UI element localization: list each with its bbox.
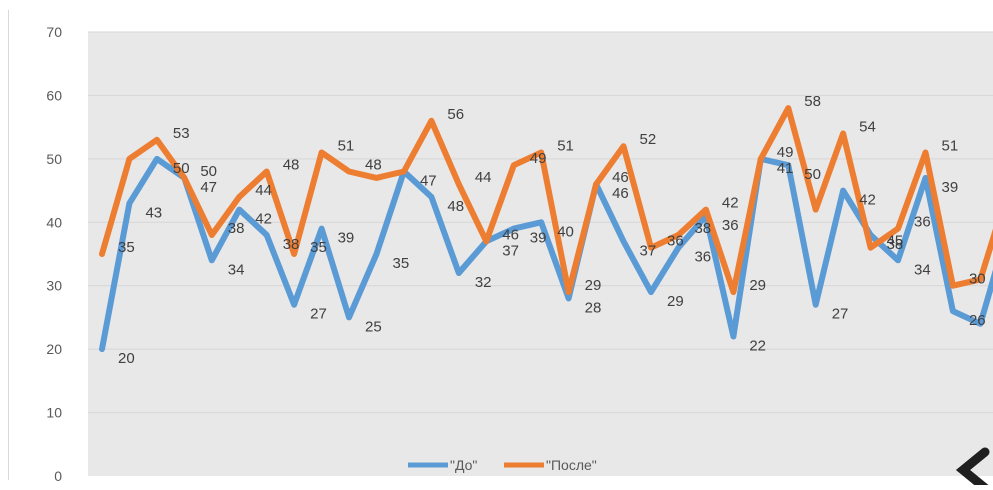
data-label-after: 51 — [557, 138, 574, 155]
data-label-before: 50 — [804, 166, 821, 183]
data-label-after: 45 — [887, 233, 904, 250]
data-label-after: 44 — [255, 182, 272, 199]
data-label-before: 27 — [832, 306, 849, 323]
y-tick-label: 40 — [46, 214, 62, 230]
data-label-after: 51 — [942, 138, 959, 155]
data-label-before: 40 — [557, 223, 574, 240]
legend: "До" "После" — [408, 457, 597, 473]
data-label-after: 49 — [777, 144, 794, 161]
data-label-before: 50 — [173, 160, 190, 177]
data-label-after: 50 — [200, 163, 217, 180]
data-label-after: 54 — [859, 118, 876, 135]
data-label-before: 32 — [475, 274, 492, 291]
legend-label: "После" — [546, 457, 597, 473]
data-label-after: 46 — [502, 226, 519, 243]
series-line-after — [99, 105, 993, 296]
y-tick-label: 0 — [54, 468, 62, 484]
data-label-after: 35 — [118, 239, 135, 256]
data-label-before: 43 — [145, 204, 162, 221]
data-label-after: 29 — [749, 277, 766, 294]
data-label-after: 48 — [365, 157, 382, 174]
data-label-after: 38 — [228, 220, 245, 237]
data-label-before: 39 — [338, 230, 355, 247]
data-label-after: 48 — [283, 157, 300, 174]
plot-area — [88, 32, 993, 476]
data-label-before: 37 — [640, 242, 657, 259]
data-label-before: 20 — [118, 350, 135, 367]
data-label-after: 46 — [612, 169, 629, 186]
data-label-before: 34 — [914, 261, 931, 278]
data-label-before: 39 — [942, 179, 959, 196]
data-label-before: 36 — [722, 217, 739, 234]
data-label-before: 36 — [694, 249, 711, 266]
data-label-before: 28 — [585, 299, 602, 316]
data-label-after: 36 — [914, 214, 931, 231]
y-tick-label: 70 — [46, 24, 62, 40]
next-arrow-icon[interactable] — [955, 447, 990, 490]
y-tick-label: 10 — [46, 405, 62, 421]
data-label-after: 49 — [530, 150, 547, 167]
data-label-after: 56 — [447, 106, 464, 123]
data-label-before: 47 — [200, 179, 217, 196]
y-axis-ticks: 0 10 20 30 40 50 60 70 — [46, 24, 62, 484]
data-label-before: 37 — [502, 242, 519, 259]
data-label-before: 25 — [365, 318, 382, 335]
data-label-before: 46 — [612, 185, 629, 202]
data-label-after: 51 — [338, 138, 355, 155]
left-border-line — [8, 10, 9, 480]
data-label-before: 42 — [859, 192, 876, 209]
y-tick-label: 20 — [46, 341, 62, 357]
data-label-after: 29 — [585, 277, 602, 294]
data-label-before: 26 — [969, 312, 986, 329]
data-label-before: 39 — [530, 230, 547, 247]
data-label-before: 41 — [777, 160, 794, 177]
series-line-before — [99, 155, 993, 353]
data-label-before: 22 — [749, 337, 766, 354]
data-label-after: 36 — [667, 233, 684, 250]
data-label-after: 30 — [969, 271, 986, 288]
data-label-before: 47 — [420, 173, 437, 190]
data-label-before: 42 — [255, 211, 272, 228]
data-label-before: 38 — [283, 236, 300, 253]
data-label-before: 29 — [667, 293, 684, 310]
data-label-after: 58 — [804, 93, 821, 110]
data-label-after: 53 — [173, 125, 190, 142]
data-label-before: 35 — [393, 255, 410, 272]
y-tick-label: 50 — [46, 151, 62, 167]
data-label-after: 42 — [722, 195, 739, 212]
data-label-after: 52 — [640, 131, 657, 148]
data-label-before: 34 — [228, 261, 245, 278]
data-label-after: 44 — [475, 169, 492, 186]
legend-label: "До" — [450, 457, 477, 473]
data-label-before: 48 — [447, 198, 464, 215]
data-label-before: 38 — [887, 236, 904, 253]
data-label-before: 27 — [310, 306, 327, 323]
y-tick-label: 30 — [46, 278, 62, 294]
data-label-after: 38 — [694, 220, 711, 237]
y-tick-label: 60 — [46, 87, 62, 103]
data-label-after: 35 — [310, 239, 327, 256]
series-lines — [99, 105, 993, 353]
